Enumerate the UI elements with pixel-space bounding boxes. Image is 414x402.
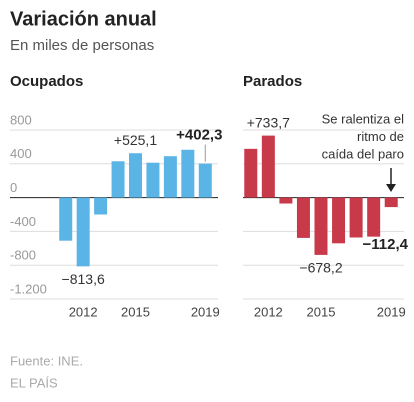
annotation: Se ralentiza el [322,111,404,126]
bar [384,197,398,208]
credit: EL PAÍS [10,375,58,390]
value-label: +525,1 [114,132,157,148]
value-label: −813,6 [62,271,105,287]
bar [94,197,108,215]
bar [111,161,125,198]
y-tick-label: 400 [10,146,32,161]
bar [332,197,346,244]
x-tick-label: 2019 [191,304,220,319]
bar [261,135,275,198]
value-label: −678,2 [299,260,342,276]
bar [314,197,328,255]
value-label: −112,4 [362,236,408,253]
bar [296,197,310,238]
annotation: ritmo de [357,129,404,144]
x-tick-label: 2015 [307,304,336,319]
bar [59,197,73,241]
bar [198,163,212,198]
bar [129,153,142,198]
bar [146,162,160,198]
bar [244,148,258,198]
value-label: +733,7 [247,114,290,130]
x-tick-label: 2012 [69,304,98,319]
y-tick-label: -1.200 [10,281,47,296]
y-tick-label: -800 [10,248,36,263]
y-tick-label: 800 [10,112,32,127]
bar [76,197,90,267]
source: Fuente: INE. [10,353,83,368]
panel-title: Parados [243,73,302,90]
arrow-head [386,184,396,192]
value-label: +402,3 [176,127,222,144]
x-tick-label: 2015 [121,304,150,319]
title: Variación anual [10,8,157,30]
bar [367,197,381,237]
bar [181,149,195,198]
y-tick-label: -400 [10,214,36,229]
bar [349,197,363,238]
y-tick-label: 0 [10,180,17,195]
annotation: caída del paro [322,146,404,161]
x-tick-label: 2019 [377,304,406,319]
x-tick-label: 2012 [254,304,283,319]
subtitle: En miles de personas [10,37,154,54]
panel-title: Ocupados [10,73,83,90]
bar [163,156,177,198]
bar [279,197,293,204]
